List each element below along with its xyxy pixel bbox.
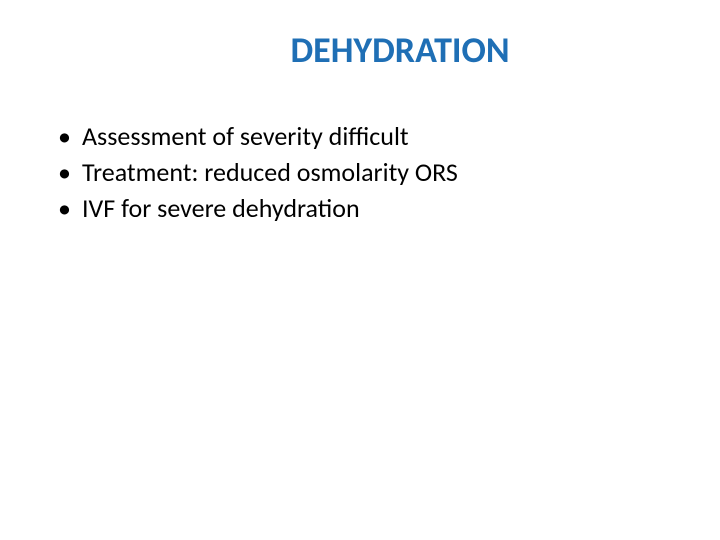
bullet-item: IVF for severe dehydration — [58, 192, 680, 224]
slide-container: DEHYDRATION Assessment of severity diffi… — [0, 0, 720, 540]
bullet-text: Treatment: reduced osmolarity ORS — [82, 156, 458, 188]
bullet-item: Treatment: reduced osmolarity ORS — [58, 156, 680, 188]
bullet-text: IVF for severe dehydration — [82, 192, 360, 224]
bullet-list: Assessment of severity difficult Treatme… — [40, 120, 680, 224]
slide-title: DEHYDRATION — [40, 28, 680, 72]
bullet-text: Assessment of severity difficult — [82, 120, 409, 152]
bullet-item: Assessment of severity difficult — [58, 120, 680, 152]
